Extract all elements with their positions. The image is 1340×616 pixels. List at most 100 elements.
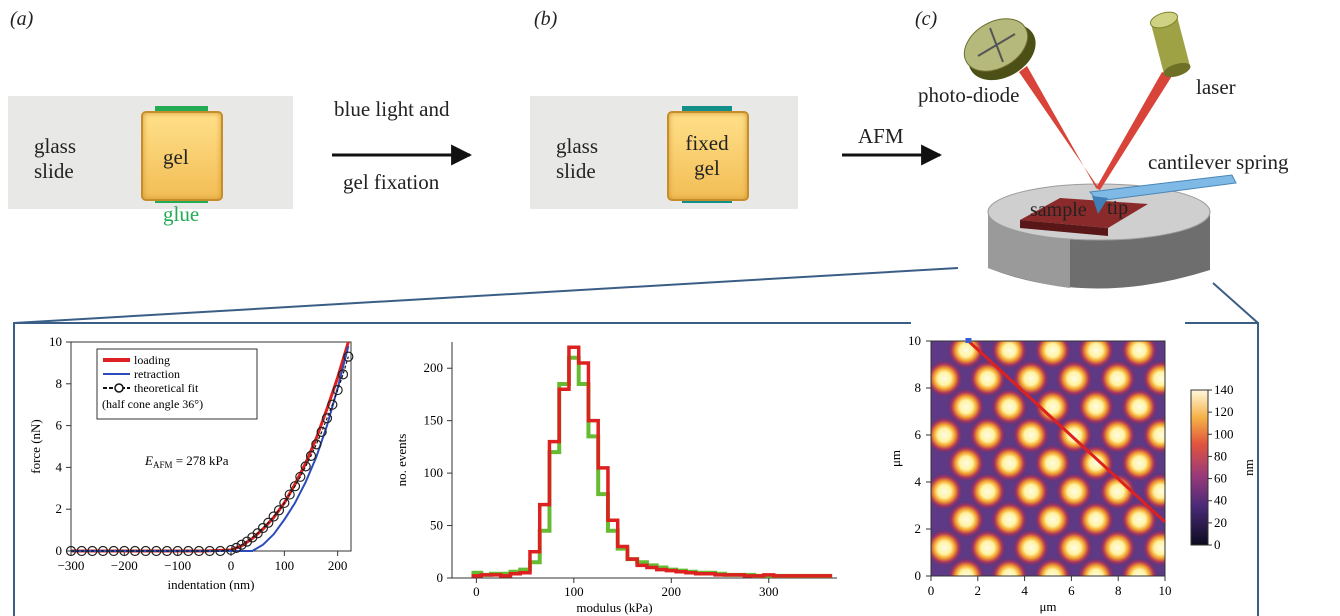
afm-spot <box>1076 387 1115 426</box>
map-mask-left <box>911 321 931 596</box>
fit-point <box>97 545 109 557</box>
sample-label: sample <box>1030 199 1087 221</box>
fit-point <box>119 545 130 557</box>
fit-point <box>295 471 306 482</box>
map-mask-right <box>1165 321 1185 596</box>
x-tick-label: 0 <box>473 584 480 599</box>
fit-point <box>151 545 162 557</box>
fit-point <box>305 450 317 462</box>
fit-point <box>236 539 247 550</box>
x-tick-label: −100 <box>164 558 191 573</box>
y-tick-label: 10 <box>908 333 921 348</box>
laser-source <box>1149 11 1191 78</box>
afm-spot <box>1076 444 1115 483</box>
colorbar-tick-label: 120 <box>1214 404 1234 419</box>
legend-fit-note: (half cone angle 36°) <box>102 397 203 411</box>
fit-point <box>263 517 274 528</box>
fit-point <box>273 505 285 516</box>
legend-fit-marker <box>114 383 124 393</box>
fit-point <box>231 542 242 553</box>
x-tick-label: 10 <box>1159 583 1172 598</box>
gel-block-a <box>141 111 223 201</box>
photodiode-label: photo-diode <box>918 83 1020 107</box>
afm-spot <box>1011 528 1050 567</box>
x-tick-label: 200 <box>328 558 348 573</box>
x-tick-label: 0 <box>928 583 935 598</box>
fit-point <box>268 511 279 522</box>
x-tick-label: −300 <box>58 558 85 573</box>
colorbar-tick-label: 100 <box>1214 426 1234 441</box>
fit-point <box>289 481 301 492</box>
line-profile-marker <box>965 338 972 343</box>
map-frame <box>930 340 1166 577</box>
x-tick-label: 4 <box>1021 583 1028 598</box>
tip-label: tip <box>1107 197 1129 219</box>
afm-spot <box>990 444 1029 483</box>
fit-point <box>129 545 141 557</box>
y-tick-label: 2 <box>56 501 63 516</box>
fit-point <box>215 545 226 557</box>
colorbar-label: nm <box>1241 459 1256 476</box>
fit-point <box>193 545 205 557</box>
fit-point <box>327 399 338 410</box>
colorbar-tick-label: 60 <box>1214 471 1227 486</box>
gel-label-b: fixed gel <box>685 131 729 180</box>
glue-top-b <box>682 106 732 113</box>
afm-spot <box>1120 500 1159 539</box>
x-tick-label: 8 <box>1115 583 1122 598</box>
series-theoretical-fit <box>71 356 349 552</box>
fit-point <box>257 522 269 534</box>
afm-spot <box>968 528 1007 567</box>
colorbar <box>1190 389 1209 546</box>
afm-spot <box>1076 500 1115 539</box>
y-axis-label: no. events <box>394 434 409 487</box>
fit-point <box>183 545 194 557</box>
afm-spot <box>1055 416 1094 454</box>
fit-point <box>316 426 327 437</box>
glass-slide-b <box>530 96 798 209</box>
afm-spot <box>1098 359 1137 398</box>
afm-spot <box>1011 416 1050 454</box>
fit-point <box>140 545 151 557</box>
y-axis-label: force (nN) <box>28 419 43 474</box>
afm-spot <box>947 500 986 539</box>
arrow2-label: AFM <box>858 124 904 148</box>
laser-label: laser <box>1196 75 1236 99</box>
y-axis-label: μm <box>888 450 903 467</box>
x-axis-label: modulus (kPa) <box>576 600 652 615</box>
afm-spot <box>1098 528 1137 567</box>
gel-label-a: gel <box>163 145 189 169</box>
arrow1-label-bottom: gel fixation <box>343 170 440 194</box>
x-tick-label: −200 <box>111 558 138 573</box>
fit-point <box>284 489 295 500</box>
laser-beam-in <box>1096 72 1172 190</box>
afm-spot <box>1055 359 1094 398</box>
afm-tip <box>1092 196 1108 214</box>
y-tick-label: 150 <box>424 413 444 428</box>
x-tick-label: 2 <box>975 583 982 598</box>
legend-fit: theoretical fit <box>134 381 199 395</box>
afm-spot <box>925 472 964 511</box>
glue-top-a <box>155 106 208 113</box>
afm-spot <box>947 387 986 426</box>
arrow1-label-top: blue light and <box>334 97 450 121</box>
map-mask-top <box>911 321 1185 341</box>
legend-retraction: retraction <box>134 367 180 381</box>
colorbar-tick-label: 140 <box>1214 382 1234 397</box>
fit-point <box>204 545 215 557</box>
fit-point <box>300 461 311 472</box>
panel-c-label: (c) <box>915 8 938 30</box>
glue-label-a: glue <box>163 202 200 226</box>
gel-block-b <box>667 111 749 201</box>
y-tick-label: 4 <box>56 459 63 474</box>
x-tick-label: 300 <box>759 584 779 599</box>
colorbar-tick-label: 0 <box>1214 537 1221 552</box>
y-tick-label: 4 <box>915 474 922 489</box>
afm-spot <box>968 416 1007 454</box>
afm-spot <box>990 500 1029 539</box>
fit-point <box>337 369 349 380</box>
afm-spot <box>1011 472 1050 511</box>
y-tick-label: 6 <box>915 427 922 442</box>
afm-spot <box>925 359 964 398</box>
fit-point <box>225 544 237 556</box>
